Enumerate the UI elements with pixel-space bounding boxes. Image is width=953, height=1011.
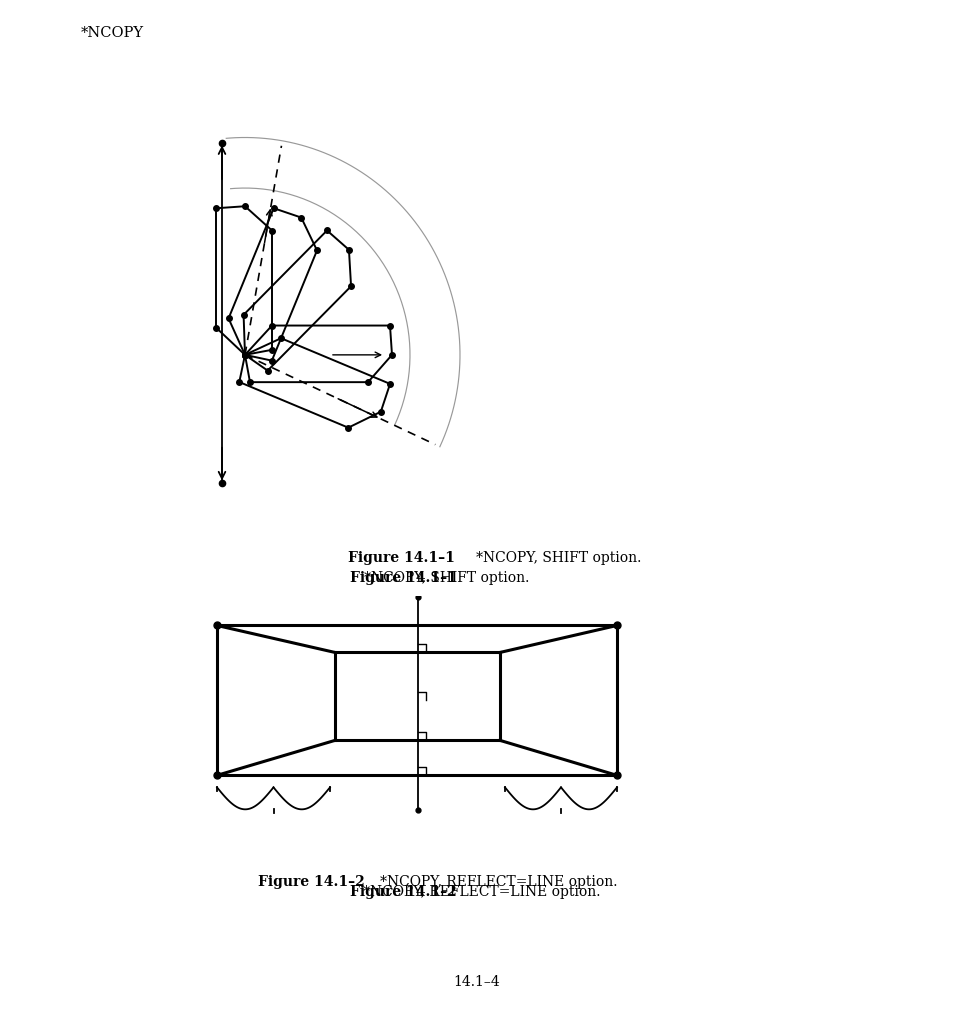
Text: *NCOPY, SHIFT option.: *NCOPY, SHIFT option. xyxy=(462,551,640,565)
Text: Figure 14.1–1: Figure 14.1–1 xyxy=(348,551,455,565)
Text: Figure 14.1–1: Figure 14.1–1 xyxy=(350,571,456,585)
Text: *NCOPY, REFLECT=LINE option.: *NCOPY, REFLECT=LINE option. xyxy=(350,886,599,899)
Text: *NCOPY, SHIFT option.: *NCOPY, SHIFT option. xyxy=(351,571,529,585)
Text: Figure 14.1–2: Figure 14.1–2 xyxy=(257,875,364,889)
Text: *NCOPY, REFLECT=LINE option.: *NCOPY, REFLECT=LINE option. xyxy=(367,875,618,889)
Text: Figure 14.1–2: Figure 14.1–2 xyxy=(350,886,456,899)
Text: *NCOPY: *NCOPY xyxy=(81,26,144,40)
Text: 14.1–4: 14.1–4 xyxy=(453,975,500,989)
